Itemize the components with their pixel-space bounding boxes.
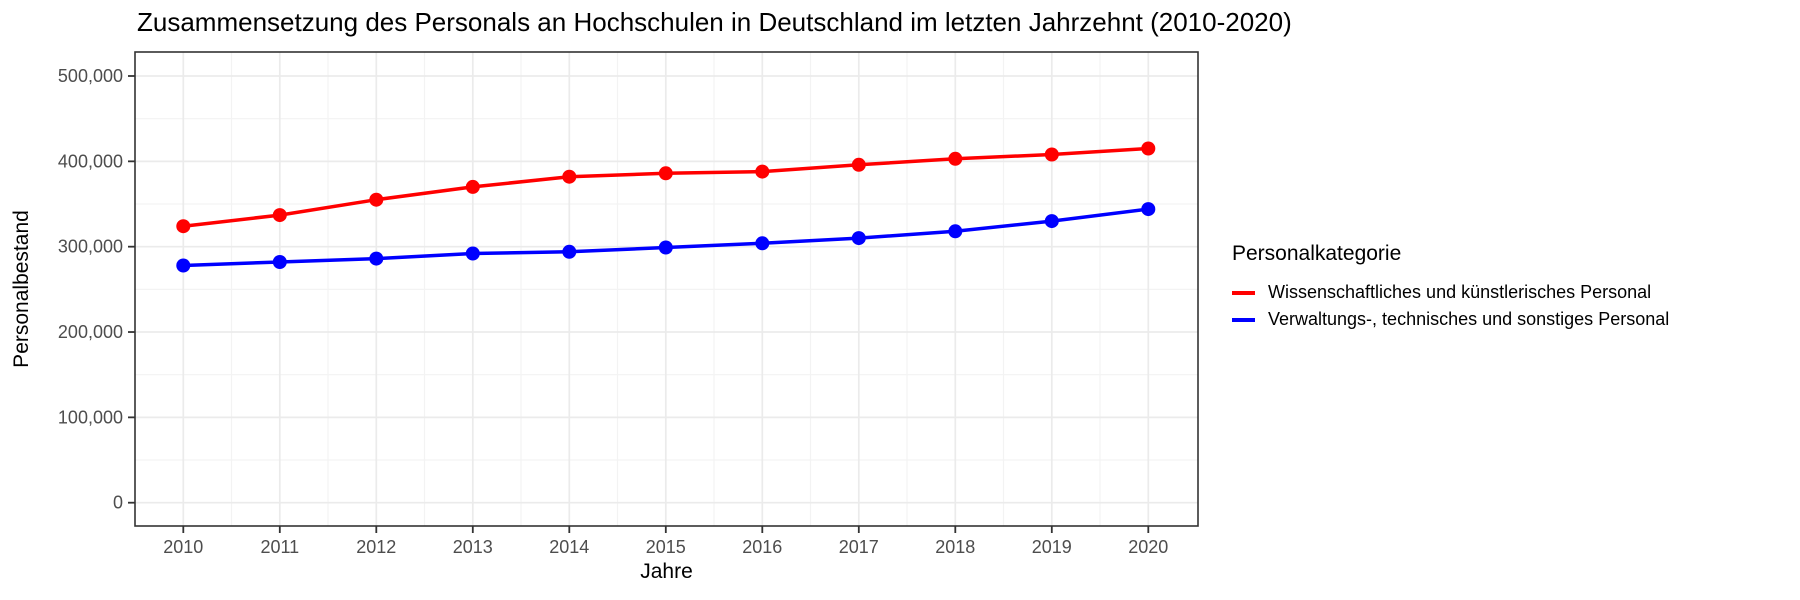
y-axis-title: Personalbestand: [10, 210, 33, 368]
x-tick-label: 2020: [1128, 537, 1168, 557]
y-tick-label: 100,000: [58, 407, 123, 427]
data-point: [1044, 147, 1059, 162]
data-point: [948, 151, 963, 166]
x-tick-label: 2015: [646, 537, 686, 557]
data-point: [562, 244, 577, 259]
x-tick-label: 2018: [935, 537, 975, 557]
data-point: [176, 219, 191, 234]
data-point: [369, 192, 384, 207]
gridlines-minor: [135, 52, 1198, 526]
data-point: [272, 208, 287, 223]
data-point: [465, 179, 480, 194]
data-point: [658, 166, 673, 181]
y-tick-label: 500,000: [58, 66, 123, 86]
data-point: [176, 258, 191, 273]
data-point: [755, 164, 770, 179]
data-point: [851, 231, 866, 246]
data-point: [1141, 141, 1156, 156]
series-1: [176, 202, 1156, 273]
data-point: [1044, 214, 1059, 229]
data-point: [658, 240, 673, 255]
chart-title: Zusammensetzung des Personals an Hochsch…: [137, 7, 1292, 37]
y-tick-label: 400,000: [58, 151, 123, 171]
legend-title: Personalkategorie: [1232, 242, 1402, 265]
axis-ticks: [128, 75, 1150, 533]
legend-item-label: Wissenschaftliches und künstlerisches Pe…: [1268, 282, 1652, 302]
legend-item: Verwaltungs-, technisches und sonstiges …: [1232, 306, 1669, 333]
y-tick-label: 200,000: [58, 322, 123, 342]
y-tick-label: 0: [113, 493, 123, 513]
data-point: [948, 224, 963, 239]
x-tick-label: 2017: [839, 537, 879, 557]
data-point: [272, 255, 287, 269]
legend-item: Wissenschaftliches und künstlerisches Pe…: [1232, 279, 1669, 306]
x-tick-label: 2011: [260, 537, 299, 557]
legend-key-line: [1232, 317, 1255, 322]
legend-item-label: Verwaltungs-, technisches und sonstiges …: [1268, 309, 1670, 329]
data-point: [562, 169, 577, 184]
x-tick-label: 2019: [1032, 537, 1072, 557]
x-tick-label: 2012: [356, 537, 396, 557]
x-axis-title: Jahre: [640, 560, 693, 583]
data-point: [1141, 202, 1156, 217]
legend-key-line: [1232, 290, 1255, 295]
data-point: [465, 246, 480, 261]
legend: Personalkategorie Wissenschaftliches und…: [1232, 242, 1669, 333]
x-axis-tick-labels: 2010 2011 2012 2013 2014 2015 2016 2017 2018 2019…: [163, 537, 1168, 557]
x-tick-label: 2014: [549, 537, 589, 557]
data-point: [369, 251, 384, 266]
x-tick-label: 2010: [163, 537, 203, 557]
data-point: [755, 236, 770, 251]
y-tick-label: 300,000: [58, 237, 123, 257]
data-point: [851, 157, 866, 172]
series-0: [176, 141, 1156, 234]
y-axis-tick-labels: 0 100,000 200,000 300,000 400,000 500,000: [58, 66, 123, 513]
x-tick-label: 2016: [742, 537, 782, 557]
x-tick-label: 2013: [453, 537, 493, 557]
